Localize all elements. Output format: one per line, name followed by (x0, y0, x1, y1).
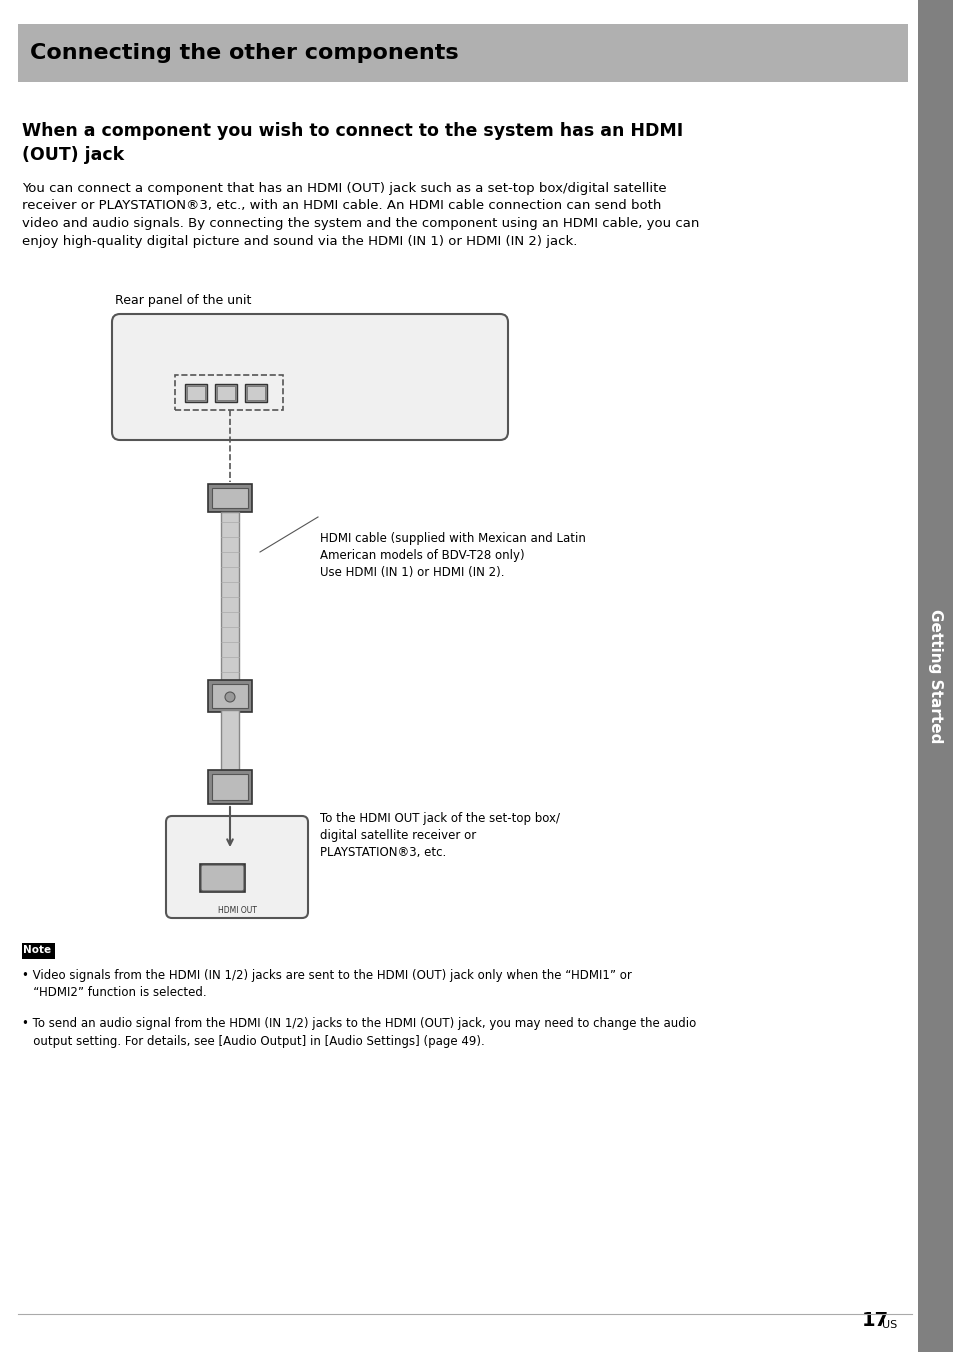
Bar (221, 710, 239, 772)
Text: 17: 17 (862, 1311, 888, 1330)
Bar (22, 942, 55, 959)
Bar (212, 684, 248, 708)
Text: HDMI OUT: HDMI OUT (217, 906, 256, 915)
Bar (212, 773, 248, 800)
Text: • To send an audio signal from the HDMI (IN 1/2) jacks to the HDMI (OUT) jack, y: • To send an audio signal from the HDMI … (22, 1017, 696, 1048)
Bar (200, 864, 245, 892)
Bar (214, 384, 236, 402)
Text: • Video signals from the HDMI (IN 1/2) jacks are sent to the HDMI (OUT) jack onl: • Video signals from the HDMI (IN 1/2) j… (22, 969, 631, 999)
Text: Note: Note (23, 945, 51, 955)
Text: US: US (882, 1320, 897, 1330)
Text: Getting Started: Getting Started (927, 608, 943, 744)
Text: Connecting the other components: Connecting the other components (30, 43, 458, 64)
Text: Rear panel of the unit: Rear panel of the unit (115, 293, 251, 307)
Bar (187, 387, 205, 400)
Bar (185, 384, 207, 402)
Bar (208, 771, 252, 804)
Bar (216, 387, 234, 400)
FancyBboxPatch shape (166, 817, 308, 918)
Text: To the HDMI OUT jack of the set-top box/
digital satellite receiver or
PLAYSTATI: To the HDMI OUT jack of the set-top box/… (319, 813, 559, 859)
Bar (208, 680, 252, 713)
Bar (245, 384, 267, 402)
Bar (917, 0, 953, 1352)
Circle shape (225, 692, 234, 702)
Text: HDMI cable (supplied with Mexican and Latin
American models of BDV-T28 only)
Use: HDMI cable (supplied with Mexican and La… (319, 531, 585, 579)
Bar (247, 387, 265, 400)
Bar (212, 488, 248, 508)
Bar (18, 24, 907, 82)
Text: When a component you wish to connect to the system has an HDMI
(OUT) jack: When a component you wish to connect to … (22, 122, 682, 164)
Bar (208, 484, 252, 512)
FancyBboxPatch shape (201, 865, 244, 891)
Bar (174, 375, 283, 410)
Text: You can connect a component that has an HDMI (OUT) jack such as a set-top box/di: You can connect a component that has an … (22, 183, 699, 247)
Bar (221, 512, 239, 681)
FancyBboxPatch shape (112, 314, 507, 439)
